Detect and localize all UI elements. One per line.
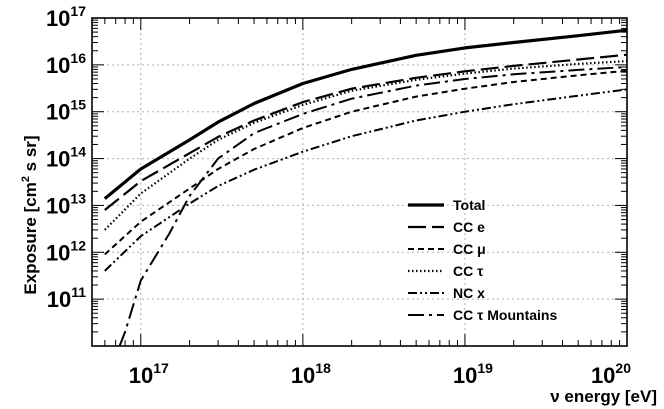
- y-tick-label-base: 10: [47, 287, 71, 312]
- x-tick-label-exponent: 17: [153, 360, 169, 376]
- legend-label-cc: CC μ: [453, 241, 486, 257]
- y-tick-label-exponent: 15: [70, 97, 86, 113]
- series-line-cc-e: [104, 53, 628, 211]
- x-tick-label-base: 10: [591, 363, 615, 388]
- grid: [92, 18, 627, 346]
- series-line-cc: [104, 69, 628, 256]
- y-tick-label: 1015: [46, 97, 86, 125]
- y-axis-label-tail: s sr]: [21, 135, 40, 176]
- y-axis-label-main: Exposure [cm: [21, 182, 40, 294]
- y-tick-label: 1017: [46, 3, 86, 31]
- legend-label-total: Total: [453, 197, 485, 213]
- y-tick-label: 1013: [46, 190, 86, 218]
- series-line-cc: [104, 60, 628, 231]
- y-tick-label: 1016: [46, 50, 86, 78]
- y-axis-label-superscript: 2: [20, 176, 32, 182]
- x-tick-label-exponent: 19: [477, 360, 493, 376]
- axis-ticks: [91, 18, 628, 347]
- y-tick-label-exponent: 12: [70, 237, 86, 253]
- x-tick-label-exponent: 20: [615, 360, 631, 376]
- y-tick-label-exponent: 16: [70, 50, 86, 66]
- x-tick-label-base: 10: [453, 363, 477, 388]
- x-tick-label-exponent: 18: [315, 360, 331, 376]
- x-tick-label-base: 10: [129, 363, 153, 388]
- y-tick-label-base: 10: [46, 193, 70, 218]
- legend-label-nc-x: NC x: [453, 285, 485, 301]
- legend-label-cc-mountains: CC τ Mountains: [453, 307, 557, 323]
- x-tick-label: 1017: [129, 360, 169, 388]
- x-tick-label: 1018: [291, 360, 331, 388]
- x-axis-label: ν energy [eV]: [550, 387, 657, 406]
- legend-label-cc-e: CC e: [453, 219, 485, 235]
- series-line-cc-mountains: [118, 66, 628, 347]
- series-line-nc-x: [104, 88, 628, 272]
- x-tick-label: 1019: [453, 360, 493, 388]
- y-tick-label-exponent: 11: [71, 284, 86, 300]
- x-tick-labels: 1017 1018 1019 1020: [129, 360, 631, 388]
- y-tick-label-exponent: 14: [70, 144, 86, 160]
- plot-frame: [91, 17, 628, 347]
- y-tick-label-base: 10: [46, 240, 70, 265]
- y-tick-label: 1011: [47, 284, 86, 312]
- y-tick-label-base: 10: [46, 100, 70, 125]
- legend: Total CC e CC μ CC τ NC x CC τ Mountains: [408, 197, 557, 323]
- x-tick-label: 1020: [591, 360, 631, 388]
- y-tick-label-base: 10: [46, 147, 70, 172]
- y-tick-label: 1012: [46, 237, 86, 265]
- y-tick-label-base: 10: [46, 53, 70, 78]
- y-tick-label-base: 10: [46, 6, 70, 31]
- series-lines: [103, 28, 628, 347]
- y-tick-label-exponent: 17: [70, 3, 86, 19]
- y-tick-label: 1014: [46, 144, 86, 172]
- y-tick-label-exponent: 13: [70, 190, 86, 206]
- y-axis-label: Exposure [cm2 s sr]: [20, 135, 40, 294]
- series-line-total: [103, 28, 628, 200]
- legend-label-cc: CC τ: [453, 263, 484, 279]
- x-tick-label-base: 10: [291, 363, 315, 388]
